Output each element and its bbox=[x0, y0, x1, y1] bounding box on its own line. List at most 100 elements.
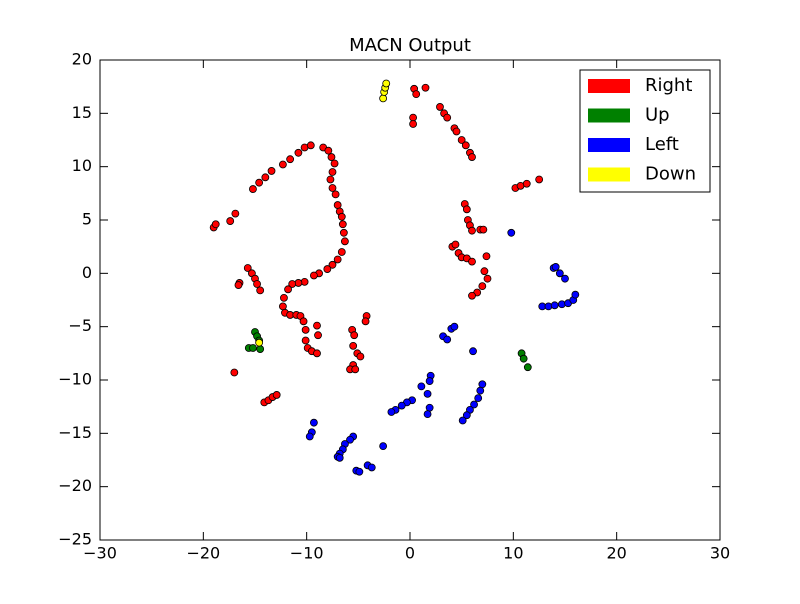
scatter-point bbox=[314, 331, 322, 340]
scatter-point bbox=[230, 368, 239, 377]
scatter-point bbox=[482, 252, 491, 261]
scatter-point bbox=[278, 160, 287, 169]
scatter-point bbox=[351, 365, 360, 374]
scatter-point bbox=[286, 155, 295, 164]
scatter-point bbox=[421, 83, 430, 92]
scatter-point bbox=[436, 103, 444, 111]
scatter-point bbox=[468, 257, 476, 266]
scatter-point bbox=[255, 338, 264, 347]
scatter-point bbox=[478, 282, 487, 291]
scatter-point bbox=[313, 321, 321, 330]
scatter-point bbox=[324, 146, 333, 155]
scatter-point bbox=[267, 167, 276, 175]
legend-swatch bbox=[588, 167, 630, 182]
plot-frame bbox=[99, 59, 721, 541]
scatter-point bbox=[474, 394, 483, 403]
y-tick-label: 0 bbox=[82, 263, 92, 282]
scatter-point bbox=[555, 269, 564, 278]
scatter-point bbox=[284, 285, 292, 294]
scatter-point bbox=[350, 331, 359, 340]
scatter-point bbox=[253, 280, 261, 288]
y-tick-label: 20 bbox=[72, 50, 92, 69]
scatter-point bbox=[443, 113, 452, 122]
scatter-point bbox=[346, 435, 354, 444]
scatter-point bbox=[483, 274, 492, 283]
scatter-point bbox=[423, 410, 432, 419]
x-tick-label: 0 bbox=[405, 544, 415, 563]
y-tick-label: −15 bbox=[58, 423, 92, 442]
x-tick-label: −30 bbox=[83, 544, 117, 563]
scatter-point bbox=[361, 317, 370, 326]
scatter-point bbox=[356, 352, 365, 361]
scatter-point bbox=[338, 220, 347, 229]
y-tick-label: 5 bbox=[82, 210, 92, 229]
scatter-point bbox=[339, 228, 348, 237]
legend-label: Left bbox=[645, 134, 679, 155]
scatter-point bbox=[480, 267, 489, 276]
y-tick-label: −20 bbox=[58, 476, 92, 495]
scatter-point bbox=[479, 225, 488, 234]
scatter-point bbox=[323, 265, 332, 273]
scatter-point bbox=[470, 400, 478, 409]
scatter-point bbox=[409, 120, 418, 128]
scatter-point bbox=[476, 386, 485, 395]
scatter-point bbox=[280, 293, 288, 302]
y-tick-label: −10 bbox=[58, 370, 92, 389]
scatter-point bbox=[355, 467, 364, 476]
scatter-point bbox=[443, 335, 452, 344]
scatter-point bbox=[301, 325, 310, 334]
scatter-point bbox=[326, 175, 335, 184]
scatter-point bbox=[412, 90, 421, 99]
scatter-point bbox=[535, 175, 544, 184]
scatter-point bbox=[423, 389, 432, 398]
x-tick-label: 20 bbox=[606, 544, 626, 563]
scatter-point bbox=[294, 148, 303, 157]
scatter-point bbox=[231, 209, 240, 218]
x-tick-label: 10 bbox=[503, 544, 523, 563]
scatter-point bbox=[226, 217, 235, 225]
scatter-point bbox=[234, 281, 243, 289]
scatter-point bbox=[561, 274, 569, 283]
scatter-point bbox=[519, 354, 528, 363]
scatter-point bbox=[256, 345, 265, 353]
scatter-point bbox=[309, 418, 318, 427]
scatter-point bbox=[255, 178, 264, 187]
scatter-point bbox=[328, 168, 337, 176]
scatter-point bbox=[331, 190, 340, 199]
scatter-point bbox=[452, 127, 461, 136]
scatter-point bbox=[335, 453, 344, 462]
scatter-point bbox=[379, 442, 388, 451]
scatter-point bbox=[469, 347, 477, 356]
scatter-point bbox=[462, 205, 471, 214]
scatter-point bbox=[550, 301, 559, 310]
scatter-point bbox=[328, 260, 337, 269]
scatter-point bbox=[522, 179, 531, 188]
legend-swatch bbox=[588, 108, 630, 123]
scatter-point bbox=[387, 408, 396, 416]
x-tick-label: 30 bbox=[710, 544, 730, 563]
scatter-point bbox=[451, 240, 460, 249]
legend-swatch bbox=[588, 79, 630, 93]
scatter-point bbox=[468, 291, 476, 300]
scatter-point bbox=[243, 264, 252, 272]
scatter-point bbox=[382, 79, 391, 88]
scatter-point bbox=[571, 290, 580, 299]
scatter-point bbox=[309, 271, 318, 280]
scatter-point bbox=[425, 377, 434, 385]
scatter-point bbox=[458, 416, 467, 425]
scatter-point bbox=[379, 94, 388, 103]
scatter-point bbox=[211, 220, 220, 229]
scatter-point bbox=[409, 113, 418, 122]
scatter-point bbox=[249, 344, 257, 352]
scatter-point bbox=[450, 322, 459, 331]
scatter-point bbox=[256, 286, 265, 295]
scatter-point bbox=[397, 401, 406, 410]
scatter-point bbox=[367, 463, 376, 472]
scatter-point bbox=[337, 212, 346, 221]
chart-title: MACN Output bbox=[349, 35, 471, 56]
scatter-point bbox=[417, 382, 426, 391]
legend-label: Up bbox=[645, 105, 670, 126]
scatter-point bbox=[261, 173, 270, 182]
scatter-point bbox=[327, 153, 336, 161]
